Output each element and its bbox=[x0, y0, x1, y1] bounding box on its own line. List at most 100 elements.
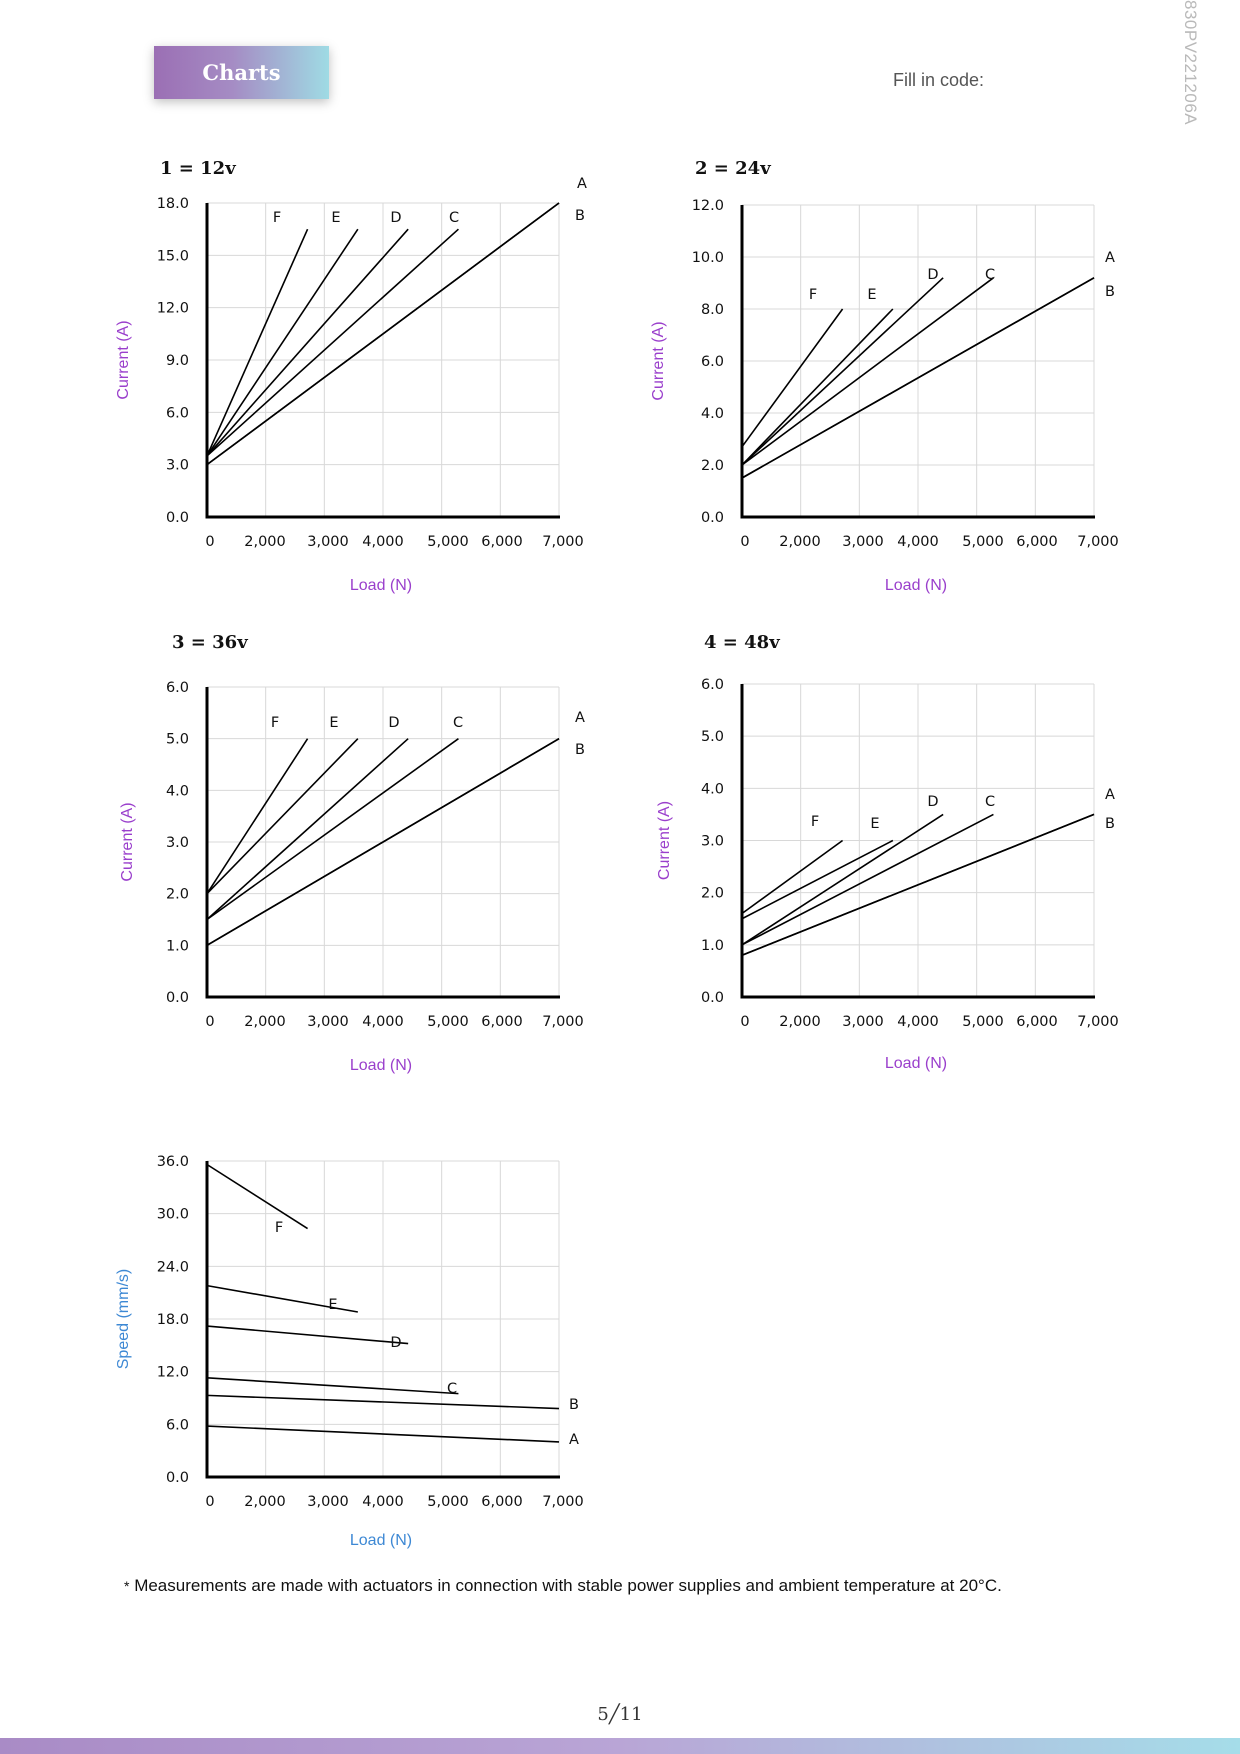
x-tick-label: 4,000 bbox=[362, 534, 404, 550]
series-label-a: A bbox=[1105, 250, 1115, 266]
x-axis-label: Load (N) bbox=[885, 577, 947, 594]
y-tick-label: 4.0 bbox=[166, 783, 189, 799]
y-tick-label: 6.0 bbox=[166, 405, 189, 421]
y-tick-label: 0.0 bbox=[166, 510, 189, 526]
x-tick-label: 0 bbox=[205, 534, 214, 550]
series-label-b: B bbox=[1105, 284, 1115, 300]
series-label-f: F bbox=[271, 715, 279, 731]
series-line-b bbox=[741, 813, 1095, 957]
series-label-b: B bbox=[569, 1397, 579, 1413]
y-tick-label: 1.0 bbox=[166, 938, 189, 954]
y-axis-label: Current (A) bbox=[115, 320, 132, 399]
x-tick-label: 3,000 bbox=[307, 1014, 349, 1030]
series-label-e: E bbox=[867, 287, 876, 303]
x-tick-label: 4,000 bbox=[362, 1494, 404, 1510]
series-label-b: B bbox=[1105, 816, 1115, 832]
series-line-a bbox=[206, 1425, 560, 1443]
fill-in-code-label: Fill in code: bbox=[893, 70, 985, 90]
x-tick-label: 6,000 bbox=[481, 534, 523, 550]
y-tick-label: 18.0 bbox=[157, 1312, 189, 1328]
y-tick-label: 6.0 bbox=[166, 1417, 189, 1433]
x-tick-label: 0 bbox=[740, 1014, 749, 1030]
series-label-c: C bbox=[453, 715, 463, 731]
footnote-marker: * bbox=[124, 1578, 130, 1594]
series-label-d: D bbox=[390, 1335, 401, 1351]
y-tick-label: 24.0 bbox=[157, 1259, 189, 1275]
y-tick-label: 6.0 bbox=[701, 677, 724, 693]
series-line-e bbox=[741, 839, 894, 920]
y-axis-label: Current (A) bbox=[656, 801, 673, 880]
x-tick-label: 3,000 bbox=[842, 1014, 884, 1030]
x-tick-label: 7,000 bbox=[542, 1494, 584, 1510]
series-label-f: F bbox=[273, 210, 281, 226]
y-tick-label: 10.0 bbox=[692, 250, 724, 266]
series-label-c: C bbox=[985, 794, 995, 810]
y-axis-label: Current (A) bbox=[650, 321, 667, 400]
y-tick-label: 2.0 bbox=[166, 887, 189, 903]
series-label-f: F bbox=[811, 814, 819, 830]
x-tick-label: 6,000 bbox=[481, 1494, 523, 1510]
series-label-c: C bbox=[985, 267, 995, 283]
y-tick-label: 4.0 bbox=[701, 781, 724, 797]
series-label-a: A bbox=[1105, 787, 1115, 803]
y-tick-label: 3.0 bbox=[701, 834, 724, 850]
series-label-b: B bbox=[575, 208, 585, 224]
series-label-a: A bbox=[569, 1432, 579, 1448]
bottom-gradient-bar bbox=[0, 1738, 1240, 1754]
x-tick-label: 7,000 bbox=[542, 1014, 584, 1030]
series-line-f bbox=[206, 738, 309, 895]
y-tick-label: 0.0 bbox=[701, 510, 724, 526]
x-tick-label: 5,000 bbox=[427, 534, 469, 550]
series-label-e: E bbox=[331, 210, 340, 226]
series-label-f: F bbox=[809, 287, 817, 303]
y-tick-label: 0.0 bbox=[166, 1470, 189, 1486]
series-line-b bbox=[741, 277, 1095, 479]
series-line-f bbox=[741, 308, 844, 448]
series-line-d bbox=[741, 277, 944, 466]
series-line-d bbox=[206, 228, 409, 457]
x-tick-label: 2,000 bbox=[779, 534, 821, 550]
x-tick-label: 0 bbox=[205, 1494, 214, 1510]
series-line-f bbox=[741, 839, 844, 915]
series-label-b: B bbox=[575, 742, 585, 758]
y-tick-label: 9.0 bbox=[166, 353, 189, 369]
x-tick-label: 4,000 bbox=[897, 534, 939, 550]
y-tick-label: 3.0 bbox=[166, 458, 189, 474]
series-line-e bbox=[741, 308, 894, 466]
series-label-d: D bbox=[388, 715, 399, 731]
x-tick-label: 2,000 bbox=[244, 1014, 286, 1030]
x-axis-label: Load (N) bbox=[350, 1057, 412, 1074]
y-axis-label: Speed (mm/s) bbox=[115, 1269, 132, 1369]
series-line-f bbox=[206, 1163, 309, 1230]
chart-2-title: 2 = 24v bbox=[695, 158, 771, 179]
series-line-e bbox=[206, 1284, 358, 1313]
x-tick-label: 3,000 bbox=[307, 534, 349, 550]
x-tick-label: 5,000 bbox=[962, 534, 1004, 550]
y-tick-label: 6.0 bbox=[166, 680, 189, 696]
series-label-d: D bbox=[927, 794, 938, 810]
x-tick-label: 5,000 bbox=[427, 1494, 469, 1510]
y-axis-label: Current (A) bbox=[119, 802, 136, 881]
series-line-c bbox=[206, 228, 459, 457]
series-label-c: C bbox=[449, 210, 459, 226]
series-label-e: E bbox=[329, 715, 338, 731]
series-line-b bbox=[206, 1394, 560, 1410]
y-tick-label: 12.0 bbox=[157, 301, 189, 317]
y-tick-label: 36.0 bbox=[157, 1154, 189, 1170]
series-line-f bbox=[206, 228, 309, 457]
y-tick-label: 5.0 bbox=[701, 729, 724, 745]
y-tick-label: 12.0 bbox=[157, 1365, 189, 1381]
series-line-e bbox=[206, 228, 359, 457]
y-tick-label: 3.0 bbox=[166, 835, 189, 851]
x-tick-label: 2,000 bbox=[244, 1494, 286, 1510]
y-tick-label: 18.0 bbox=[157, 196, 189, 212]
x-tick-label: 5,000 bbox=[427, 1014, 469, 1030]
y-tick-label: 4.0 bbox=[701, 406, 724, 422]
series-label-d: D bbox=[927, 267, 938, 283]
chart-4-title: 4 = 48v bbox=[704, 632, 780, 653]
x-axis-label: Load (N) bbox=[885, 1055, 947, 1072]
page-number: 5╱11 bbox=[597, 1704, 643, 1725]
